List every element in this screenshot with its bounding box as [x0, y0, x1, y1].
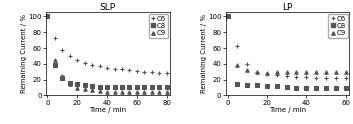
X-axis label: Time / min: Time / min [89, 107, 126, 113]
X-axis label: Time / min: Time / min [269, 107, 306, 113]
Legend: C6, C8, C9: C6, C8, C9 [149, 14, 168, 38]
Title: SLP: SLP [100, 3, 116, 12]
Legend: C6, C8, C9: C6, C8, C9 [328, 14, 348, 38]
Y-axis label: Remaining Current / %: Remaining Current / % [201, 14, 207, 93]
Y-axis label: Remaining Current / %: Remaining Current / % [21, 14, 27, 93]
Title: LP: LP [282, 3, 293, 12]
